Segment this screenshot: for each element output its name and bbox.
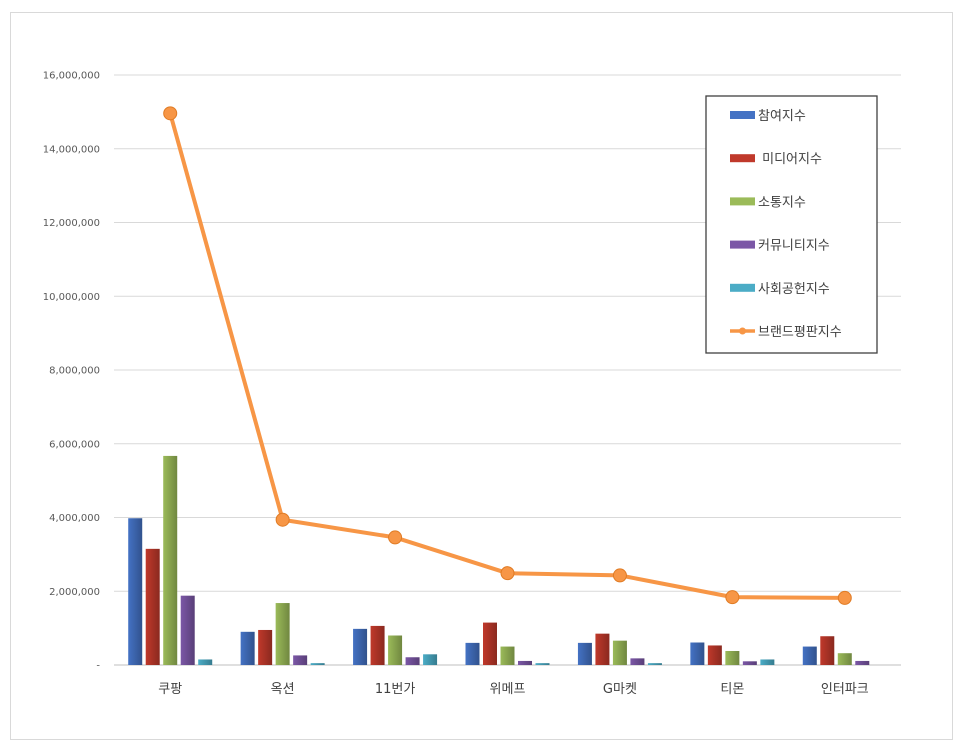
x-tick-label: 11번가 xyxy=(375,682,416,697)
y-tick-label: 16,000,000 xyxy=(43,71,100,82)
legend-swatch xyxy=(730,197,755,206)
line-point xyxy=(163,106,178,121)
bar xyxy=(630,658,645,665)
bar xyxy=(837,653,852,665)
bar xyxy=(128,518,143,665)
bar xyxy=(707,645,722,665)
line-point xyxy=(388,530,403,545)
bar xyxy=(647,663,662,665)
bar xyxy=(742,661,757,665)
legend-swatch xyxy=(730,240,755,249)
bar xyxy=(465,642,480,665)
bar xyxy=(353,628,368,665)
y-tick-label: 6,000,000 xyxy=(49,439,100,450)
bar xyxy=(535,663,550,665)
bar xyxy=(370,625,385,665)
y-tick-label: 14,000,000 xyxy=(43,144,100,155)
gridlines xyxy=(114,74,901,666)
legend-label: 커뮤니티지수 xyxy=(758,239,830,254)
bar xyxy=(145,548,160,665)
legend-swatch xyxy=(730,111,755,119)
x-axis-tick-labels: 쿠팡 옥션 11번가 위메프 G마켓 티몬 인터파크 xyxy=(158,682,868,697)
line-point xyxy=(725,590,740,605)
chart-frame: - 2,000,000 4,000,000 6,000,000 8,000,000 10,… xyxy=(10,12,953,740)
bar xyxy=(500,646,515,665)
x-tick-label: 위메프 xyxy=(490,682,526,697)
legend-swatch xyxy=(730,154,755,163)
bar xyxy=(725,650,740,665)
bar xyxy=(180,595,195,665)
y-axis-tick-labels: - 2,000,000 4,000,000 6,000,000 8,000,000 10,… xyxy=(43,71,101,672)
bar xyxy=(595,633,610,665)
line-point xyxy=(837,590,852,605)
y-tick-label: 2,000,000 xyxy=(49,587,100,598)
y-tick-label: 10,000,000 xyxy=(43,292,100,303)
bar xyxy=(855,660,870,665)
x-tick-label: 인터파크 xyxy=(821,682,869,697)
legend-label: 참여지수 xyxy=(758,109,806,124)
bar xyxy=(690,642,705,665)
bar xyxy=(483,622,497,665)
bar xyxy=(310,663,325,665)
legend-label: 사회공헌지수 xyxy=(758,282,830,297)
bar xyxy=(388,635,403,665)
bar xyxy=(293,655,308,665)
legend-label: 미디어지수 xyxy=(758,152,822,167)
y-tick-label: 12,000,000 xyxy=(43,218,100,229)
legend-swatch-marker xyxy=(739,327,746,335)
bar xyxy=(275,603,290,665)
x-tick-label: 옥션 xyxy=(271,682,295,697)
x-tick-label: G마켓 xyxy=(603,682,637,697)
bar xyxy=(577,642,592,665)
bar xyxy=(612,640,627,665)
legend-swatch xyxy=(730,283,755,292)
legend-label: 브랜드평판지수 xyxy=(758,325,842,340)
line-point xyxy=(500,566,515,581)
bar xyxy=(760,659,775,665)
y-tick-label: 4,000,000 xyxy=(49,513,100,524)
bar xyxy=(163,455,178,665)
y-tick-label: 8,000,000 xyxy=(49,366,100,377)
bar xyxy=(258,629,273,665)
bar xyxy=(198,659,213,665)
y-tick-label: - xyxy=(96,661,100,672)
line-point xyxy=(275,512,290,527)
bar xyxy=(802,646,817,665)
bar xyxy=(423,654,438,665)
legend-label: 소통지수 xyxy=(758,195,806,210)
line-series xyxy=(163,106,852,605)
legend-box xyxy=(705,95,878,354)
bars xyxy=(128,455,870,665)
chart-svg: - 2,000,000 4,000,000 6,000,000 8,000,000 10,… xyxy=(43,71,901,697)
bar xyxy=(820,636,835,665)
x-tick-label: 티몬 xyxy=(720,682,744,697)
x-tick-label: 쿠팡 xyxy=(158,682,182,697)
line-point xyxy=(612,568,627,583)
bar xyxy=(518,660,532,665)
bar xyxy=(405,657,420,665)
bar xyxy=(240,631,255,665)
